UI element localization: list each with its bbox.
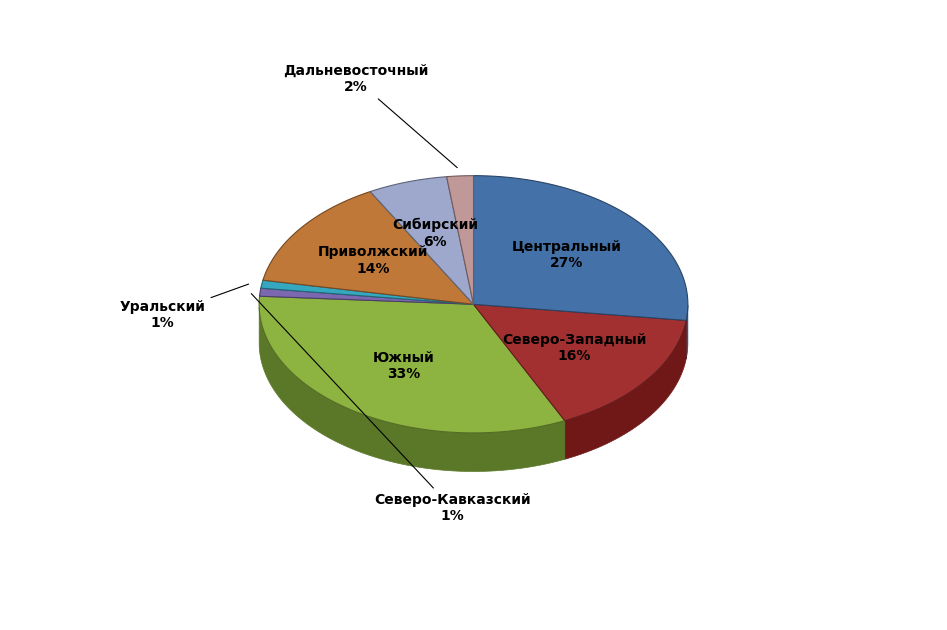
Text: Северо-Кавказский
1%: Северо-Кавказский 1%: [251, 294, 530, 523]
Polygon shape: [259, 307, 564, 471]
Polygon shape: [474, 304, 564, 459]
Polygon shape: [474, 176, 688, 321]
Polygon shape: [370, 176, 474, 304]
Polygon shape: [474, 304, 564, 459]
Polygon shape: [263, 192, 474, 304]
Polygon shape: [447, 176, 474, 304]
Text: Южный
33%: Южный 33%: [373, 351, 435, 381]
Polygon shape: [687, 305, 688, 359]
Text: Уральский
1%: Уральский 1%: [119, 284, 248, 330]
Text: Приволжский
14%: Приволжский 14%: [318, 245, 428, 275]
Polygon shape: [474, 304, 687, 421]
Polygon shape: [259, 288, 474, 304]
Polygon shape: [474, 304, 687, 359]
Text: Северо-Западный
16%: Северо-Западный 16%: [502, 333, 646, 364]
Polygon shape: [474, 304, 687, 359]
Text: Дальневосточный
2%: Дальневосточный 2%: [283, 64, 457, 168]
Text: Сибирский
6%: Сибирский 6%: [392, 218, 478, 249]
Text: Центральный
27%: Центральный 27%: [511, 240, 621, 270]
Polygon shape: [564, 321, 687, 459]
Polygon shape: [260, 280, 474, 304]
Polygon shape: [259, 296, 564, 433]
